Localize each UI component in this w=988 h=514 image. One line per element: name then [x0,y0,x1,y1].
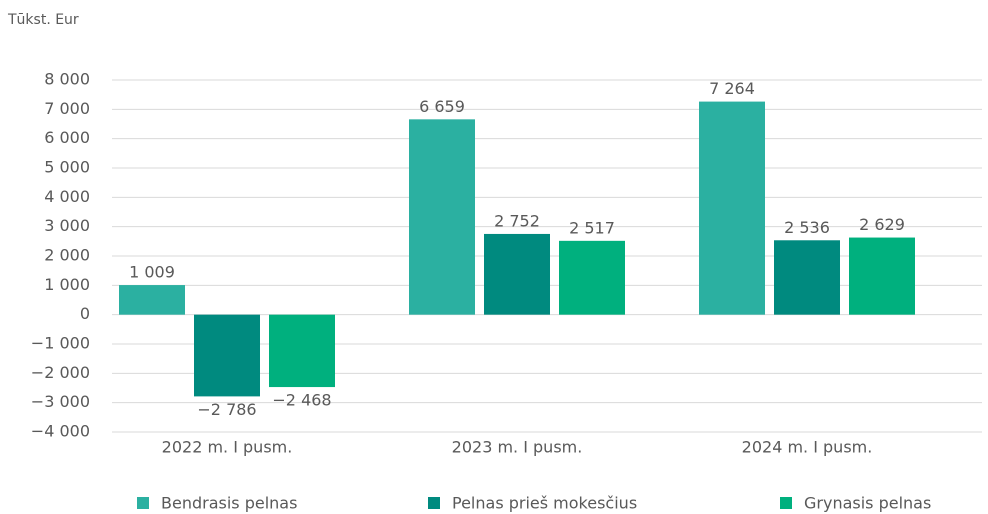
y-tick-label: 3 000 [44,216,90,235]
bar [699,101,765,315]
bar [559,240,625,315]
x-tick-label: 2023 m. I pusm. [452,438,583,457]
data-label: 2 536 [784,218,830,237]
data-label: 6 659 [419,97,465,116]
data-label: 2 517 [569,218,615,237]
x-tick-label: 2024 m. I pusm. [742,438,873,457]
y-tick-label: −3 000 [31,392,90,411]
legend-label: Grynasis pelnas [804,494,931,513]
y-tick-label: 2 000 [44,246,90,265]
y-tick-label: 1 000 [44,275,90,294]
data-label: −2 786 [197,400,256,419]
y-tick-label: 7 000 [44,99,90,118]
bar [194,314,260,397]
bar [849,237,915,315]
legend-label: Pelnas prieš mokesčius [452,494,637,513]
bar [409,119,475,315]
y-tick-label: 0 [80,304,90,323]
legend-label: Bendrasis pelnas [161,494,297,513]
y-tick-label: 8 000 [44,70,90,89]
y-tick-label: 4 000 [44,187,90,206]
data-label: 1 009 [129,263,175,282]
y-tick-label: 6 000 [44,128,90,147]
data-label: 2 629 [859,215,905,234]
bar [269,314,335,388]
y-axis-label: Tūkst. Eur [7,12,79,28]
bar [119,285,185,315]
y-tick-label: 5 000 [44,158,90,177]
data-label: 7 264 [709,79,755,98]
x-tick-label: 2022 m. I pusm. [162,438,293,457]
legend-swatch [137,497,149,509]
data-label: −2 468 [272,391,331,410]
bar [484,233,550,315]
y-tick-label: −1 000 [31,334,90,353]
bar [774,240,840,315]
legend-swatch [428,497,440,509]
y-tick-label: −4 000 [31,422,90,441]
data-label: 2 752 [494,211,540,230]
legend-swatch [780,497,792,509]
y-tick-label: −2 000 [31,363,90,382]
